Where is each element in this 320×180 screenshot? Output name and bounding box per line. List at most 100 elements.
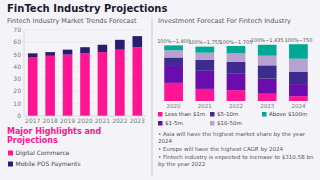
y-tick-label: 20 bbox=[13, 87, 21, 94]
bar-segment bbox=[115, 50, 125, 116]
legend-swatch bbox=[158, 121, 163, 126]
bullet-note: • Asia will have the highest market shar… bbox=[158, 131, 306, 144]
bar-segment bbox=[195, 60, 214, 71]
y-axis-line bbox=[24, 30, 25, 116]
text-line: • Europe will have the highest CAGR by 2… bbox=[158, 146, 283, 153]
bars bbox=[28, 36, 142, 116]
bar-top-label: 100%~1,400 bbox=[157, 38, 190, 44]
y-tick-label: 70 bbox=[13, 26, 21, 33]
bar-segment bbox=[258, 94, 277, 101]
bar-segment bbox=[195, 47, 214, 53]
bar-segment bbox=[164, 66, 183, 83]
bar-segment bbox=[227, 53, 246, 61]
bar-segment bbox=[289, 44, 308, 59]
bullet-note: • Fintech industry is expected to increa… bbox=[158, 154, 314, 168]
bar-segment bbox=[195, 89, 214, 101]
x-tick-label: 2023 bbox=[130, 117, 145, 124]
legend-swatch bbox=[8, 151, 13, 156]
bar-segment bbox=[63, 55, 73, 116]
bar-segment bbox=[45, 52, 55, 56]
page-title: FinTech Industry Projections bbox=[7, 3, 167, 14]
y-tick-label: 50 bbox=[13, 51, 21, 58]
highlights-title: Major Highlights andProjections bbox=[7, 127, 102, 145]
y-tick-label: 60 bbox=[13, 38, 21, 45]
bar-top-label: 100%~1,435 bbox=[251, 37, 284, 43]
bar-segment bbox=[227, 46, 246, 53]
legend-label: Less than $1m bbox=[165, 111, 205, 117]
x-tick-label: 2018 bbox=[43, 117, 58, 124]
x-tick-label: 2022 bbox=[229, 103, 243, 109]
y-tick-label: 0 bbox=[17, 112, 21, 119]
bar-segment bbox=[115, 40, 125, 50]
legend-swatch bbox=[8, 162, 13, 167]
bar-segment bbox=[258, 45, 277, 56]
bar-segment bbox=[132, 36, 142, 47]
bar-segment bbox=[28, 53, 38, 57]
bar-segment bbox=[258, 65, 277, 78]
y-tick-label: 30 bbox=[13, 75, 21, 82]
legend-label: Digital Commerce bbox=[16, 149, 70, 157]
bar-segment bbox=[195, 71, 214, 89]
bar-segment bbox=[258, 79, 277, 94]
legend-label: $1-5m bbox=[165, 120, 183, 126]
background bbox=[0, 0, 320, 180]
x-tick-label: 2019 bbox=[60, 117, 75, 124]
legend-label: Mobile POS Payments bbox=[16, 160, 81, 168]
bar-top-label: 100%~750 bbox=[284, 37, 312, 43]
legend-swatch bbox=[158, 112, 163, 117]
bar-segment bbox=[164, 83, 183, 101]
x-tick-label: 2021 bbox=[95, 117, 110, 124]
bar-segment bbox=[164, 57, 183, 65]
x-tick-label: 2022 bbox=[112, 117, 127, 124]
chart-title: Investment Forecast For Fintech Industry bbox=[158, 17, 291, 25]
bar-segment bbox=[63, 50, 73, 55]
bar-segment bbox=[80, 53, 90, 116]
chart-title: Fintech Industry Market Trends Forecast bbox=[7, 17, 137, 25]
bars bbox=[164, 44, 308, 101]
x-tick-label: 2020 bbox=[77, 117, 92, 124]
x-tick-label: 2021 bbox=[198, 103, 212, 109]
bullet-note: • Europe will have the highest CAGR by 2… bbox=[158, 146, 283, 153]
bar-segment bbox=[164, 45, 183, 50]
bar-segment bbox=[98, 52, 108, 116]
text-line: 2024 bbox=[158, 138, 172, 144]
bar-segment bbox=[289, 72, 308, 84]
chart-root: FinTech Industry Projections Fintech Indu… bbox=[0, 0, 320, 180]
x-tick-label: 2017 bbox=[25, 117, 40, 124]
text-line: • Asia will have the highest market shar… bbox=[158, 131, 306, 138]
legend-label: Above $100m bbox=[269, 111, 307, 117]
bar-segment bbox=[195, 53, 214, 60]
bar-segment bbox=[164, 50, 183, 57]
bar-segment bbox=[45, 56, 55, 116]
legend-label: $5-10m bbox=[217, 111, 238, 117]
bar-segment bbox=[227, 90, 246, 101]
bar-segment bbox=[28, 57, 38, 116]
bar-segment bbox=[80, 47, 90, 53]
bar-segment bbox=[258, 56, 277, 66]
legend-swatch bbox=[210, 121, 215, 126]
y-tick-label: 10 bbox=[13, 100, 21, 107]
bar-segment bbox=[132, 47, 142, 116]
x-tick-label: 2024 bbox=[291, 103, 305, 109]
bar-segment bbox=[227, 62, 246, 74]
bar-segment bbox=[289, 84, 308, 96]
divider bbox=[152, 18, 153, 176]
grid-line bbox=[24, 30, 146, 31]
x-tick-label: 2023 bbox=[260, 103, 274, 109]
bar-segment bbox=[289, 59, 308, 72]
text-line: by the year 2022 bbox=[158, 161, 205, 168]
grid-line bbox=[24, 42, 146, 43]
legend-swatch bbox=[262, 112, 267, 117]
legend-label: $10-50m bbox=[217, 120, 242, 126]
bar-segment bbox=[98, 45, 108, 52]
legend-swatch bbox=[210, 112, 215, 117]
y-tick-label: 40 bbox=[13, 63, 21, 70]
chart: Investment Forecast For Fintech Industry… bbox=[157, 17, 314, 168]
chart: Fintech Industry Market Trends Forecast 0… bbox=[7, 17, 146, 168]
bar-top-label: 100%~1,705 bbox=[220, 39, 253, 45]
text-line: Major Highlights and bbox=[7, 127, 102, 136]
bar-top-label: 100%~1,755 bbox=[188, 39, 221, 45]
text-line: Projections bbox=[7, 136, 58, 145]
x-tick-label: 2020 bbox=[167, 103, 181, 109]
bar-segment bbox=[227, 74, 246, 90]
